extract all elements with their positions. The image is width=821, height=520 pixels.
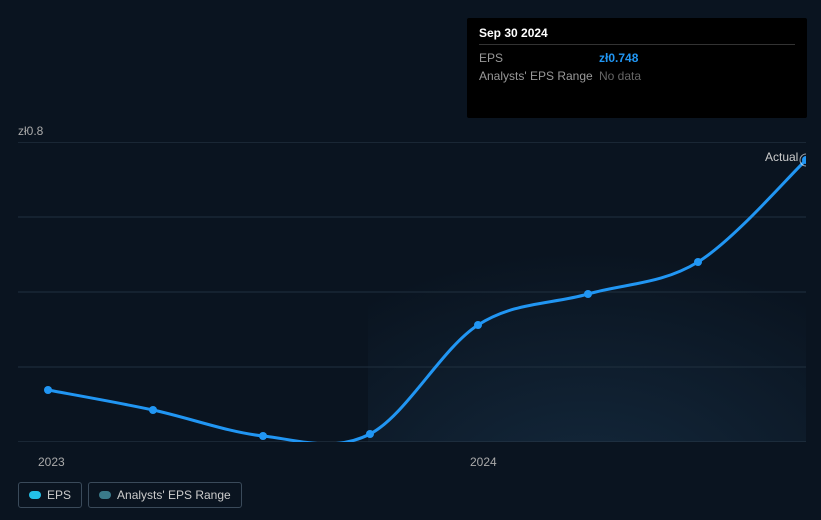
tooltip-row: EPS zł0.748 (479, 49, 795, 67)
legend-swatch (29, 491, 41, 499)
actual-region-label: Actual (765, 150, 798, 164)
eps-line-chart (18, 142, 806, 442)
legend-item-eps[interactable]: EPS (18, 482, 82, 508)
legend-item-range[interactable]: Analysts' EPS Range (88, 482, 242, 508)
tooltip-value: No data (599, 69, 641, 83)
tooltip-row: Analysts' EPS Range No data (479, 67, 795, 85)
x-axis-label: 2023 (38, 455, 65, 469)
legend-label: EPS (47, 488, 71, 502)
tooltip-label: EPS (479, 51, 599, 65)
chart-legend: EPS Analysts' EPS Range (18, 482, 242, 508)
chart-tooltip: Sep 30 2024 EPS zł0.748 Analysts' EPS Ra… (467, 18, 807, 118)
tooltip-label: Analysts' EPS Range (479, 69, 599, 83)
tooltip-date: Sep 30 2024 (479, 26, 795, 45)
legend-swatch (99, 491, 111, 499)
x-axis-label: 2024 (470, 455, 497, 469)
y-axis-label: zł0.8 (18, 124, 43, 138)
legend-label: Analysts' EPS Range (117, 488, 231, 502)
chart-plot-area[interactable] (18, 142, 806, 442)
tooltip-value: zł0.748 (599, 51, 638, 65)
